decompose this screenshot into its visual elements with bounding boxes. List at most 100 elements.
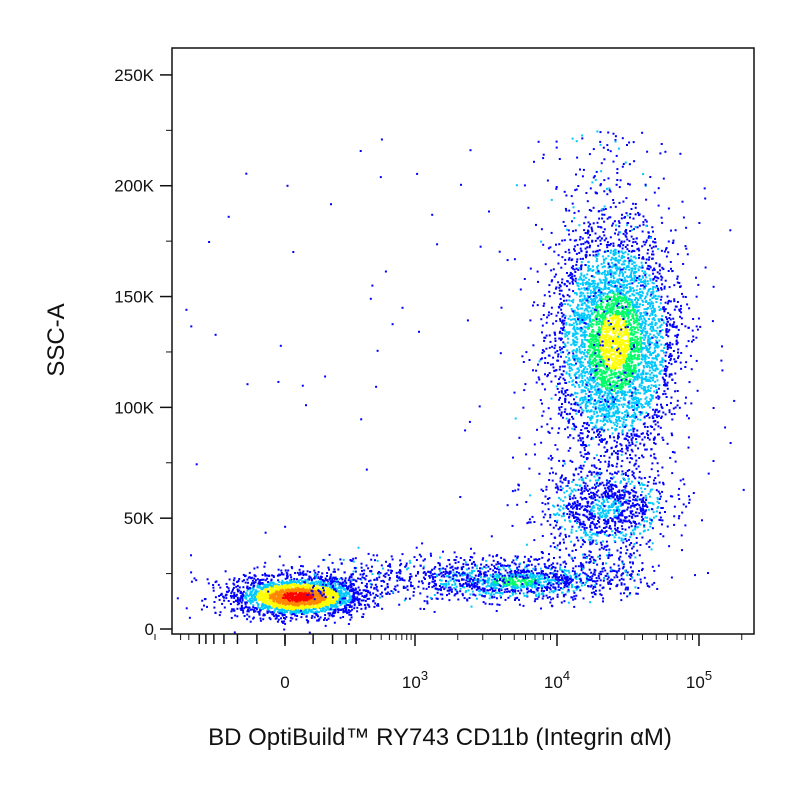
- data-point: [260, 594, 263, 597]
- data-point: [454, 582, 457, 585]
- data-point: [327, 592, 330, 594]
- data-point: [564, 258, 567, 261]
- data-point: [487, 578, 490, 581]
- data-point: [565, 573, 568, 576]
- data-point: [495, 573, 498, 576]
- data-point: [575, 282, 578, 284]
- data-point: [513, 582, 516, 585]
- data-point: [311, 582, 314, 585]
- data-point: [558, 382, 561, 385]
- data-point: [275, 616, 278, 619]
- data-point: [508, 581, 511, 584]
- data-point: [240, 595, 243, 598]
- data-point: [200, 608, 203, 611]
- data-point: [339, 604, 342, 607]
- data-point: [515, 583, 518, 586]
- data-point: [333, 586, 336, 589]
- data-point: [591, 335, 594, 338]
- data-point: [313, 592, 316, 595]
- data-point: [601, 413, 604, 416]
- data-point: [588, 332, 591, 335]
- data-point: [619, 592, 622, 595]
- data-point: [574, 311, 577, 314]
- data-point: [541, 592, 544, 595]
- data-point: [287, 602, 290, 605]
- data-point: [273, 592, 276, 595]
- data-point: [256, 578, 259, 581]
- data-point: [268, 583, 270, 586]
- data-point: [621, 256, 624, 259]
- data-point: [365, 585, 368, 588]
- data-point: [592, 334, 595, 337]
- data-point: [617, 340, 620, 343]
- data-point: [522, 574, 525, 577]
- data-point: [639, 294, 642, 296]
- data-point: [233, 596, 236, 599]
- data-point: [349, 618, 352, 621]
- data-point: [278, 555, 281, 558]
- data-point: [603, 375, 606, 378]
- data-point: [523, 579, 525, 582]
- data-point: [495, 583, 497, 586]
- data-point: [327, 596, 330, 599]
- data-point: [558, 337, 561, 340]
- data-point: [302, 611, 305, 614]
- data-point: [537, 376, 540, 379]
- data-point: [248, 598, 251, 601]
- data-point: [641, 404, 644, 407]
- data-point: [351, 590, 354, 592]
- data-point: [326, 587, 329, 590]
- data-point: [585, 314, 588, 317]
- data-point: [299, 578, 302, 581]
- data-point: [574, 586, 577, 588]
- data-points: [176, 130, 745, 634]
- data-point: [593, 580, 596, 583]
- data-point: [296, 600, 299, 603]
- data-point: [635, 434, 638, 437]
- data-point: [585, 386, 588, 389]
- data-point: [635, 349, 638, 352]
- data-point: [616, 455, 619, 458]
- data-point: [438, 573, 440, 576]
- data-point: [340, 608, 343, 611]
- data-point: [533, 584, 536, 587]
- data-point: [644, 390, 647, 393]
- data-point: [554, 586, 557, 589]
- data-point: [331, 605, 334, 608]
- data-point: [347, 586, 350, 589]
- data-point: [609, 236, 612, 239]
- data-point: [582, 396, 585, 399]
- data-point: [573, 398, 575, 401]
- data-point: [275, 602, 278, 605]
- data-point: [347, 611, 350, 614]
- data-point: [279, 594, 282, 597]
- data-point: [492, 582, 495, 585]
- data-point: [584, 403, 587, 406]
- data-point: [514, 592, 517, 595]
- data-point: [506, 583, 509, 586]
- data-point: [594, 255, 597, 258]
- data-point: [568, 571, 571, 574]
- data-point: [639, 398, 642, 401]
- data-point: [553, 589, 556, 592]
- data-point: [616, 576, 619, 579]
- data-point: [645, 220, 648, 223]
- data-point: [306, 601, 309, 604]
- data-point: [291, 567, 294, 570]
- data-point: [254, 607, 257, 609]
- data-point: [615, 154, 618, 157]
- data-point: [412, 591, 415, 593]
- data-point: [313, 577, 316, 580]
- data-point: [364, 606, 367, 609]
- data-point: [289, 592, 292, 595]
- data-point: [462, 578, 465, 581]
- data-point: [573, 573, 576, 576]
- data-point: [630, 250, 633, 253]
- data-point: [607, 341, 610, 344]
- data-point: [253, 597, 256, 600]
- data-point: [576, 332, 579, 335]
- data-point: [564, 581, 567, 584]
- data-point: [596, 494, 599, 497]
- data-point: [284, 593, 287, 596]
- data-point: [331, 615, 334, 618]
